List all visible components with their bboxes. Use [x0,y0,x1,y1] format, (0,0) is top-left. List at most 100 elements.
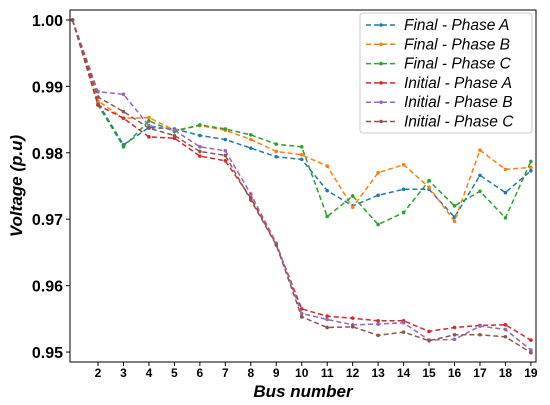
data-point [376,319,380,323]
data-point [529,165,533,170]
data-point [299,152,304,157]
legend-label: Final - Phase A [404,17,509,34]
x-tick-label: 17 [473,366,487,380]
data-point [478,148,482,152]
data-point [121,92,126,97]
series-initial-phase-c [70,18,533,355]
x-tick-label: 3 [120,366,127,380]
y-axis: 0.95 0.96 0.97 0.98 0.99 1.00 [32,13,70,362]
series-layer [70,18,533,355]
data-point [223,158,228,163]
data-point [529,350,533,355]
x-tick-label: 19 [524,366,538,380]
data-point [452,219,457,223]
data-point [198,145,202,149]
data-point [274,154,279,159]
data-point [248,146,253,150]
data-point [248,137,253,142]
data-point [325,317,329,322]
data-point [503,334,508,339]
legend-swatch-marker [379,23,383,27]
data-point [478,189,482,194]
data-point [350,205,355,210]
data-point [350,325,355,329]
data-point [427,178,431,183]
data-point [121,116,126,121]
legend-swatch-marker [379,42,383,47]
data-point [325,164,329,168]
data-point [503,190,508,195]
data-point [478,324,482,328]
data-point [452,332,457,337]
y-axis-title: Voltage (p.u) [7,135,26,238]
data-point [503,167,508,172]
x-tick-label: 11 [321,366,334,380]
legend: Final - Phase A Final - Phase B Final - Ph… [359,12,533,134]
data-point [172,136,177,140]
y-tick-label: 0.98 [32,146,63,163]
x-tick-label: 13 [371,366,385,380]
data-point [401,210,406,215]
data-point [350,194,355,198]
data-point [223,127,228,131]
data-point [325,325,329,330]
data-point [529,338,533,342]
data-point [325,214,329,219]
legend-swatch-marker [379,100,383,104]
data-point [147,115,151,120]
data-point [478,173,482,178]
data-point [529,159,533,164]
legend-label: Initial - Phase C [404,114,514,131]
x-tick-label: 12 [346,366,360,380]
x-tick-label: 16 [448,366,462,380]
data-point [427,338,431,343]
data-point [299,145,304,149]
data-point [325,188,329,193]
data-point [248,192,253,196]
data-point [452,204,457,208]
data-point [529,168,533,173]
data-point [452,337,457,342]
y-tick-label: 0.96 [32,279,63,296]
data-point [198,133,202,138]
data-point [452,325,457,330]
x-tick-label: 2 [95,366,102,380]
legend-label: Final - Phase B [404,36,510,53]
legend-label: Initial - Phase A [404,75,512,92]
data-point [299,315,304,319]
y-tick-label: 1.00 [32,13,63,30]
plot-frame [69,9,537,363]
data-point [299,157,304,162]
data-point [478,332,482,337]
data-point [401,162,406,167]
data-point [96,95,100,99]
legend-swatch-marker [379,81,383,85]
data-point [147,123,151,128]
data-point [147,119,151,123]
x-tick-label: 15 [422,366,436,380]
x-axis-title: Bus number [253,382,354,401]
data-point [198,123,202,127]
data-point [427,185,431,190]
data-point [350,316,355,320]
data-point [427,329,431,334]
data-point [223,149,228,153]
x-tick-label: 6 [197,366,204,380]
data-point [147,135,151,139]
data-point [70,18,75,22]
data-point [529,348,533,352]
data-point [503,216,508,220]
series-final-phase-a [70,18,533,220]
legend-box [359,12,533,134]
data-point [223,137,228,142]
data-point [121,109,126,114]
data-point [96,103,100,107]
data-point [248,198,253,202]
legend-label: Final - Phase C [404,56,512,73]
series-initial-phase-a [70,18,533,342]
data-point [121,145,126,149]
x-tick-label: 14 [397,366,411,380]
data-point [503,323,508,327]
data-point [401,330,406,334]
x-tick-label: 10 [295,366,309,380]
